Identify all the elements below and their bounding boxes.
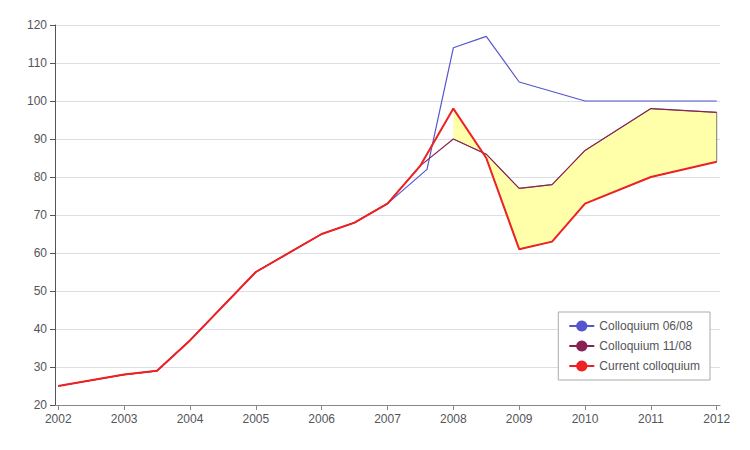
svg-text:2003: 2003	[111, 412, 138, 426]
svg-text:120: 120	[27, 18, 47, 32]
svg-text:100: 100	[27, 94, 47, 108]
svg-text:70: 70	[34, 208, 48, 222]
svg-text:Current colloquium: Current colloquium	[599, 359, 700, 373]
svg-text:90: 90	[34, 132, 48, 146]
svg-text:2009: 2009	[506, 412, 533, 426]
svg-text:30: 30	[34, 360, 48, 374]
svg-text:20: 20	[34, 398, 48, 412]
svg-text:2004: 2004	[177, 412, 204, 426]
svg-text:2007: 2007	[374, 412, 401, 426]
svg-text:2005: 2005	[242, 412, 269, 426]
svg-text:2002: 2002	[45, 412, 72, 426]
svg-text:Colloquium 11/08: Colloquium 11/08	[599, 339, 692, 353]
svg-text:2010: 2010	[572, 412, 599, 426]
svg-text:40: 40	[34, 322, 48, 336]
svg-text:50: 50	[34, 284, 48, 298]
svg-text:2006: 2006	[308, 412, 335, 426]
svg-text:2012: 2012	[703, 412, 730, 426]
svg-text:110: 110	[28, 56, 47, 70]
svg-text:2011: 2011	[638, 412, 664, 426]
svg-text:Colloquium 06/08: Colloquium 06/08	[599, 319, 693, 333]
svg-text:80: 80	[34, 170, 48, 184]
svg-text:2008: 2008	[440, 412, 467, 426]
svg-text:60: 60	[34, 246, 48, 260]
